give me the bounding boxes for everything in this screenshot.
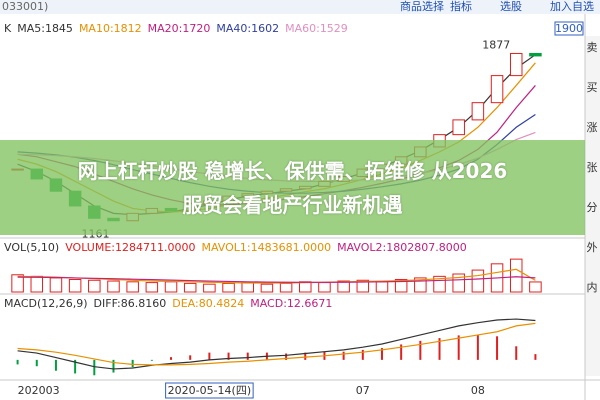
volume-bar <box>11 274 24 293</box>
volume-bar <box>203 283 216 293</box>
x-tick-label: 202003 <box>18 384 60 397</box>
volume-bar <box>433 275 446 293</box>
volume-bar <box>318 282 331 293</box>
top-bar <box>0 0 600 14</box>
x-tick-label: 2020-05-14(四) <box>168 384 252 397</box>
legend-entry: MACD:12.6671 <box>250 297 332 310</box>
volume-bar <box>164 281 178 293</box>
volume-bar <box>471 269 485 293</box>
volume-bar <box>337 280 350 293</box>
legend-entry: VOLUME:1284711.0000 <box>65 241 195 254</box>
menu-item[interactable]: 选股 <box>500 0 522 13</box>
candle <box>529 52 542 57</box>
panel-title: MACD(12,26,9) <box>4 297 88 310</box>
series-line <box>17 276 536 283</box>
sidebar-label: 内 <box>587 280 598 294</box>
volume-bar <box>260 283 274 293</box>
candle <box>471 102 485 121</box>
legend-entry: MA10:1812 <box>79 22 142 35</box>
volume-bar <box>529 281 542 293</box>
volume-bar <box>375 281 389 293</box>
headline-line: 网上杠杆炒股 稳增长、保供需、拓维修 从2026 <box>77 159 508 183</box>
volume-bar <box>88 279 101 293</box>
volume-bar <box>49 277 63 293</box>
volume-bar <box>414 277 427 293</box>
volume-bar <box>394 278 408 293</box>
volume-bar <box>452 273 465 293</box>
candle <box>490 75 504 104</box>
sidebar-label: 买 <box>587 81 598 94</box>
headline-banner: 网上杠杆炒股 稳增长、保供需、拓维修 从2026 服贸会看地产行业新机遇 <box>0 140 585 235</box>
legend-entry: MAVOL2:1802807.8000 <box>337 241 467 254</box>
volume-bar <box>68 278 82 293</box>
legend-entry: DIFF:86.8160 <box>94 297 167 310</box>
menu-item[interactable]: 商品选择 <box>400 0 444 13</box>
date-box <box>165 382 254 399</box>
x-tick-label: 07 <box>356 384 370 397</box>
volume-bar <box>222 282 235 293</box>
sidebar-label: 卖 <box>587 41 598 54</box>
volume-bar <box>279 282 293 293</box>
volume-bar <box>509 258 523 293</box>
legend-entry: DEA:80.4824 <box>172 297 244 310</box>
menu-item[interactable]: 加入自选 <box>550 0 594 13</box>
legend-entry: MA20:1720 <box>148 22 211 35</box>
high-label: 1877 <box>482 38 510 51</box>
legend-entry: MA60:1529 <box>285 22 348 35</box>
legend-entry: MAVOL1:1483681.0000 <box>201 241 331 254</box>
sidebar-label: 涨 <box>587 121 598 134</box>
legend-entry: MA5:1845 <box>17 22 73 35</box>
volume-bar <box>30 275 44 293</box>
volume-bar <box>299 281 312 293</box>
panel-title: K <box>4 22 12 35</box>
sidebar <box>585 36 600 376</box>
volume-bar <box>107 280 120 293</box>
candle <box>452 119 465 136</box>
volume-bar <box>126 281 139 293</box>
sidebar-label: 外 <box>587 241 598 254</box>
menu-item[interactable]: 指标 <box>450 0 472 13</box>
code: 033001) <box>2 0 48 13</box>
series-line <box>17 322 536 366</box>
volume-bar <box>241 282 254 293</box>
price-box-text: 1900 <box>555 22 583 35</box>
candle <box>509 52 523 77</box>
price-box <box>554 21 584 36</box>
volume-bar <box>145 282 159 293</box>
volume-bar <box>356 279 370 293</box>
headline-line: 服贸会看地产行业新机遇 <box>182 193 403 217</box>
series-line <box>17 318 536 370</box>
sidebar-label: 分 <box>587 201 598 214</box>
volume-bar <box>183 282 197 293</box>
x-tick-label: 08 <box>471 384 485 397</box>
legend-entry: MA40:1602 <box>216 22 279 35</box>
sidebar-label: 张 <box>587 161 598 174</box>
panel-title: VOL(5,10) <box>4 241 59 254</box>
